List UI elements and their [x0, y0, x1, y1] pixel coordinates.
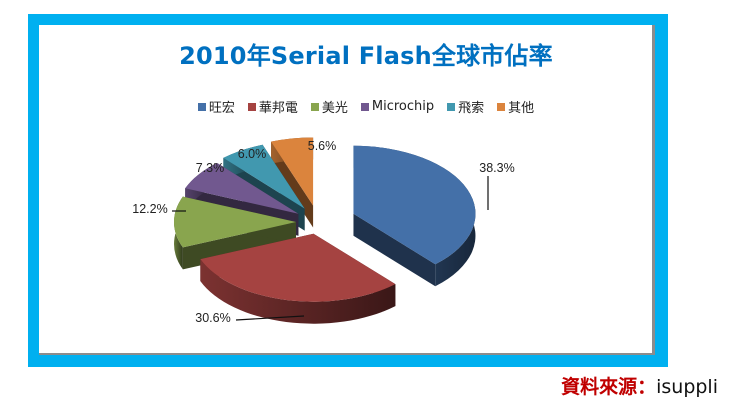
- legend-item-winbond: 華邦電: [247, 97, 298, 116]
- legend-label: 旺宏: [208, 101, 235, 116]
- legend-item-micron: 美光: [310, 97, 348, 116]
- chart-title: 2010年Serial Flash全球市佔率: [179, 42, 553, 70]
- data-label: 30.6%: [195, 311, 230, 325]
- legend-item-macronix: 旺宏: [197, 97, 235, 116]
- slice-winbond: [200, 233, 396, 324]
- legend-swatch: [447, 102, 456, 111]
- legend-swatch: [360, 102, 369, 111]
- legend-label: 華邦電: [258, 101, 298, 116]
- data-label: 38.3%: [479, 161, 514, 175]
- legend-swatch: [197, 102, 206, 111]
- legend-label: Microchip: [371, 99, 435, 114]
- data-label: 5.6%: [308, 139, 337, 153]
- legend-label: 飛索: [458, 101, 485, 116]
- chart-frame: [28, 14, 668, 367]
- source-label: 資料來源：: [561, 376, 657, 398]
- data-label: 7.3%: [196, 161, 225, 175]
- source-value: isuppli: [656, 376, 718, 398]
- legend-item-spansion: 飛索: [447, 97, 484, 116]
- data-label: 6.0%: [238, 147, 267, 161]
- source-citation: 資料來源：isuppli: [561, 372, 718, 399]
- legend-label: 其他: [508, 101, 535, 116]
- legend-swatch: [310, 102, 319, 111]
- leader-line: [235, 315, 305, 321]
- legend-swatch: [497, 102, 506, 111]
- legend-swatch: [247, 102, 256, 111]
- slice-others: [271, 137, 314, 228]
- data-label: 12.2%: [132, 202, 167, 216]
- legend-item-microchip: Microchip: [360, 97, 435, 116]
- legend-item-others: 其他: [497, 97, 534, 116]
- chart-legend: 旺宏 華邦電 美光 Microchip 飛索 其他: [0, 97, 732, 116]
- slice-macronix: [353, 145, 476, 287]
- legend-label: 美光: [321, 101, 348, 116]
